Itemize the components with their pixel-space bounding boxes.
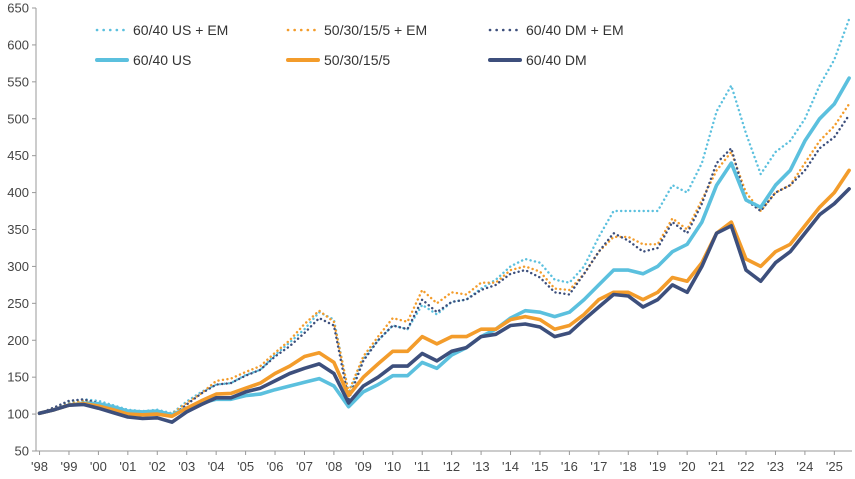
x-tick-label: '10 [384, 459, 401, 474]
x-tick-label: '08 [325, 459, 342, 474]
x-tick-label: '19 [649, 459, 666, 474]
x-tick-label: '13 [473, 459, 490, 474]
x-tick-label: '99 [60, 459, 77, 474]
y-tick-label: 450 [7, 148, 29, 163]
x-tick-label: '22 [738, 459, 755, 474]
y-tick-label: 150 [7, 370, 29, 385]
x-tick-label: '16 [561, 459, 578, 474]
x-tick-label: '09 [355, 459, 372, 474]
series-line-50-30-15-5-em [38, 102, 851, 416]
legend: 60/40 US + EM 50/30/15/5 + EM 60/40 DM + E… [95, 22, 624, 68]
x-tick-label: '98 [31, 459, 48, 474]
x-tick-label: '06 [267, 459, 284, 474]
x-tick-label: '14 [502, 459, 519, 474]
legend-item-60-40-us-em: 60/40 US + EM [95, 22, 228, 38]
legend-item-60-40-dm-em: 60/40 DM + EM [488, 22, 624, 38]
axes [35, 8, 852, 452]
x-tick-label: '07 [296, 459, 313, 474]
x-tick-label: '25 [826, 459, 843, 474]
y-tick-label: 250 [7, 296, 29, 311]
series-line-50-30-15-5 [37, 168, 851, 419]
y-tick-label: 100 [7, 407, 29, 422]
x-tick-label: '21 [708, 459, 725, 474]
x-tick-label: '12 [443, 459, 460, 474]
y-tick-label: 200 [7, 333, 29, 348]
y-tick-label: 550 [7, 74, 29, 89]
y-tick-label: 300 [7, 259, 29, 274]
y-tick-label: 400 [7, 185, 29, 200]
y-tick-label: 600 [7, 37, 29, 52]
x-tick-label: '24 [796, 459, 813, 474]
x-tick-label: '05 [237, 459, 254, 474]
series-line-60-40-us [37, 76, 851, 417]
x-tick-label: '15 [531, 459, 548, 474]
y-tick-label: 350 [7, 222, 29, 237]
y-axis: 50 100 150 200 250 300 350 400 450 500 550 600 650 [7, 1, 36, 459]
legend-label: 60/40 US + EM [133, 22, 228, 38]
x-tick-label: '02 [149, 459, 166, 474]
y-tick-label: 50 [15, 444, 29, 459]
series-line-60-40-dm [37, 187, 851, 425]
series-layer [37, 17, 851, 425]
legend-item-60-40-dm: 60/40 DM [488, 52, 587, 68]
legend-label: 60/40 DM + EM [526, 22, 624, 38]
y-tick-label: 500 [7, 111, 29, 126]
x-axis: '98 '99 '00 '01 '02 '03 '04 '05 '06 '07 '08 '09 '10 '… [31, 451, 843, 474]
x-tick-label: '23 [767, 459, 784, 474]
legend-label: 50/30/15/5 [324, 52, 390, 68]
legend-item-50-30-15-5-em: 50/30/15/5 + EM [286, 22, 427, 38]
series-line-60-40-dm-em [38, 113, 851, 418]
x-tick-label: '00 [90, 459, 107, 474]
legend-label: 60/40 DM [526, 52, 587, 68]
x-tick-label: '03 [178, 459, 195, 474]
legend-item-50-30-15-5: 50/30/15/5 [286, 52, 390, 68]
x-tick-label: '17 [590, 459, 607, 474]
x-tick-label: '01 [119, 459, 136, 474]
legend-label: 50/30/15/5 + EM [324, 22, 427, 38]
y-tick-label: 650 [7, 1, 29, 16]
legend-item-60-40-us: 60/40 US [95, 52, 191, 68]
x-tick-label: '11 [414, 459, 430, 474]
x-tick-label: '04 [208, 459, 225, 474]
x-tick-label: '18 [620, 459, 637, 474]
legend-label: 60/40 US [133, 52, 191, 68]
x-tick-label: '20 [679, 459, 696, 474]
